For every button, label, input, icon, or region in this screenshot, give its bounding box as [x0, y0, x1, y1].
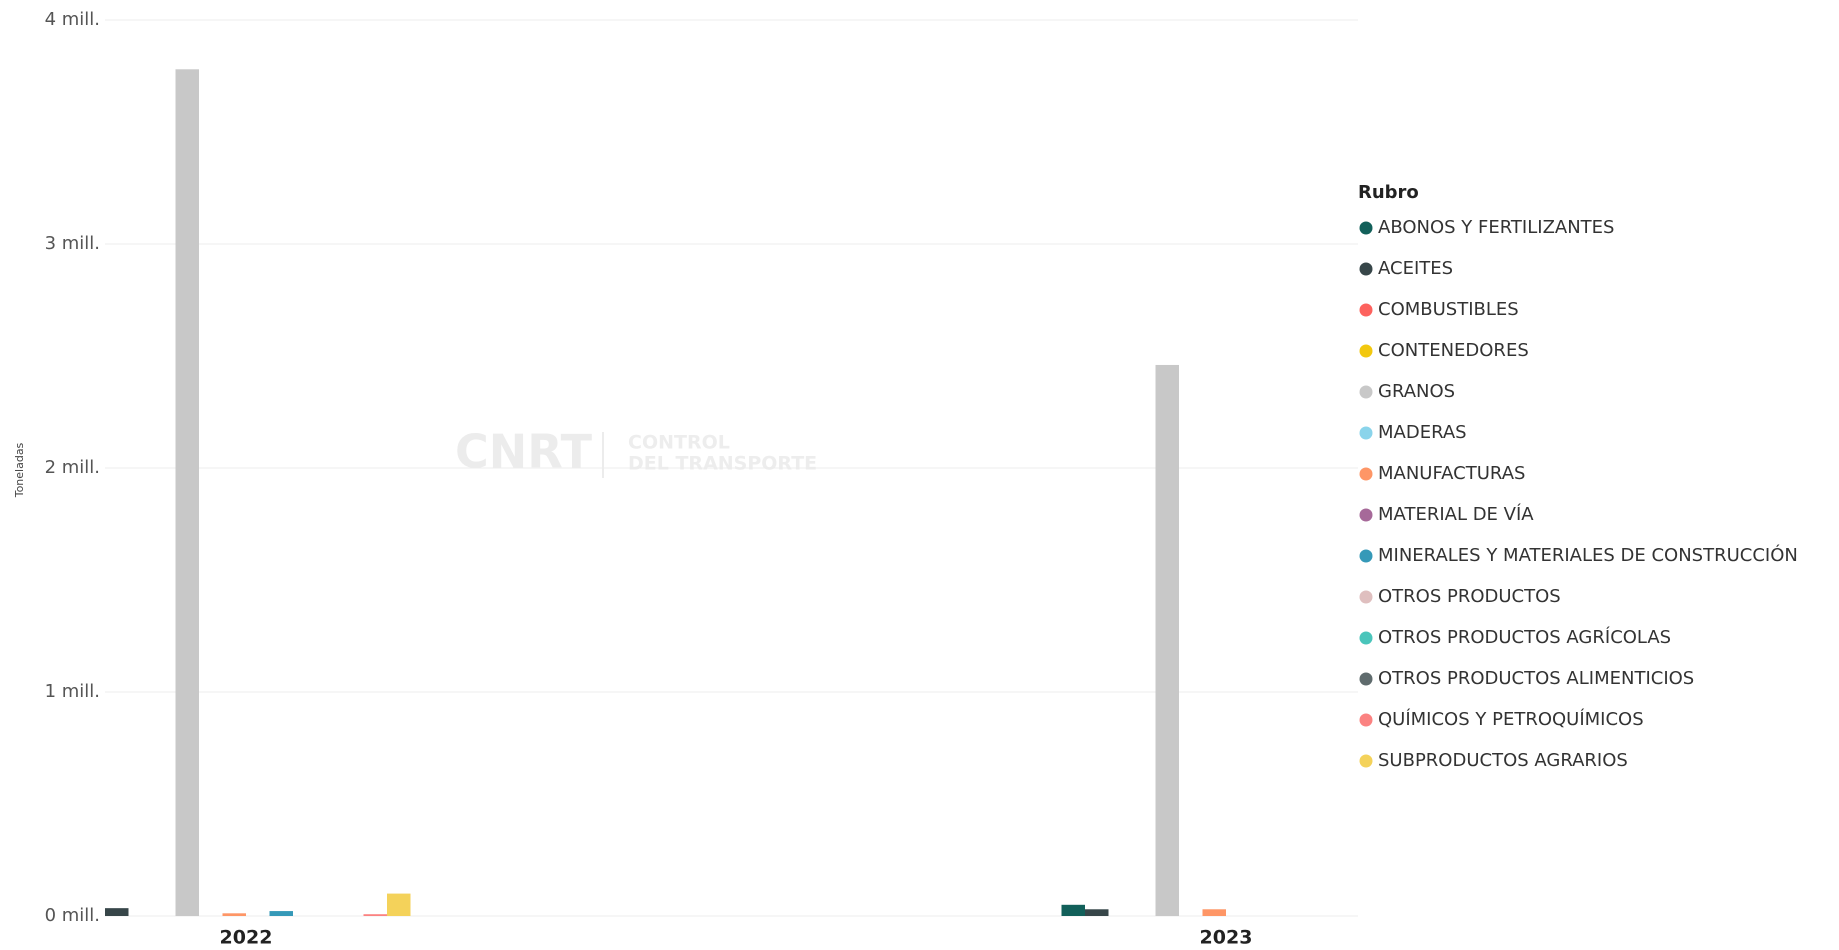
- legend-marker: [1359, 262, 1373, 276]
- legend-label: OTROS PRODUCTOS: [1378, 586, 1561, 607]
- legend-marker: [1359, 754, 1373, 768]
- legend-label: MADERAS: [1378, 422, 1467, 443]
- legend-label: MINERALES Y MATERIALES DE CONSTRUCCIÓN: [1378, 544, 1798, 566]
- legend-marker: [1359, 344, 1373, 358]
- legend-label: QUÍMICOS Y PETROQUÍMICOS: [1378, 708, 1644, 730]
- bar: [175, 69, 199, 916]
- watermark: CONTROL: [628, 432, 730, 454]
- bar: [387, 893, 411, 916]
- legend-label: MATERIAL DE VÍA: [1378, 503, 1534, 525]
- legend-marker: [1359, 590, 1373, 604]
- y-tick-label: 4 mill.: [45, 9, 100, 30]
- legend-marker: [1359, 631, 1373, 645]
- legend-label: ACEITES: [1378, 258, 1453, 279]
- y-tick-label: 1 mill.: [45, 681, 100, 702]
- legend-marker: [1359, 303, 1373, 317]
- y-tick-label: 2 mill.: [45, 457, 100, 478]
- legend-marker: [1359, 467, 1373, 481]
- legend-marker: [1359, 713, 1373, 727]
- legend-marker: [1359, 385, 1373, 399]
- watermark: CNRT: [455, 425, 593, 479]
- y-tick-label: 3 mill.: [45, 233, 100, 254]
- bar: [363, 914, 387, 916]
- legend-marker: [1359, 508, 1373, 522]
- bar: [105, 908, 129, 916]
- x-tick-label: 2022: [220, 927, 273, 949]
- watermark: DEL TRANSPORTE: [628, 453, 817, 475]
- legend-marker: [1359, 426, 1373, 440]
- legend-label: SUBPRODUCTOS AGRARIOS: [1378, 750, 1628, 771]
- bar: [1202, 909, 1226, 916]
- bar: [1085, 909, 1109, 916]
- legend-label: GRANOS: [1378, 381, 1455, 402]
- bar: [269, 911, 293, 916]
- legend-marker: [1359, 672, 1373, 686]
- bar: [1061, 904, 1085, 916]
- legend-label: COMBUSTIBLES: [1378, 299, 1519, 320]
- y-axis-label: Toneladas: [13, 442, 26, 498]
- x-tick-label: 2023: [1200, 927, 1253, 949]
- legend-label: OTROS PRODUCTOS ALIMENTICIOS: [1378, 668, 1694, 689]
- y-tick-label: 0 mill.: [45, 905, 100, 926]
- legend-label: CONTENEDORES: [1378, 340, 1529, 361]
- legend-title: Rubro: [1358, 182, 1419, 203]
- legend-label: OTROS PRODUCTOS AGRÍCOLAS: [1378, 626, 1671, 648]
- bar: [1155, 364, 1179, 917]
- legend-marker: [1359, 221, 1373, 235]
- legend-marker: [1359, 549, 1373, 563]
- legend-label: MANUFACTURAS: [1378, 463, 1525, 484]
- legend-label: ABONOS Y FERTILIZANTES: [1378, 217, 1614, 238]
- bar: [222, 913, 246, 916]
